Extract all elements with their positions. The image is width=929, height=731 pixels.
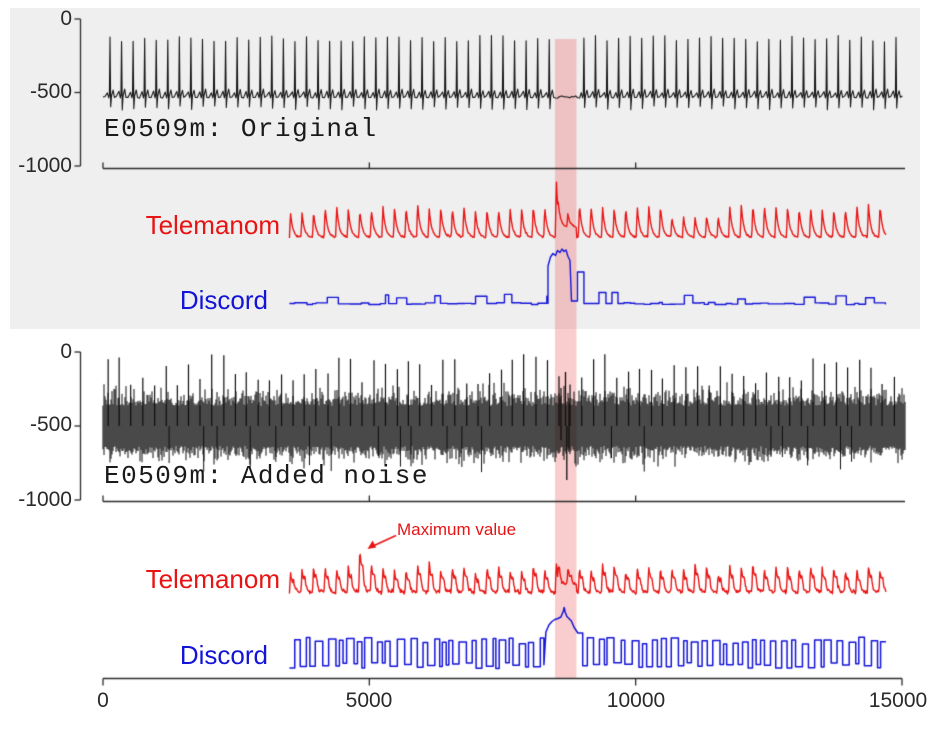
xtick-5000: 5000 — [345, 689, 393, 712]
p2-ytick-0: 0 — [60, 340, 72, 363]
p2-ytick-500: -500 — [29, 413, 72, 436]
p1-ytick-1000: -1000 — [18, 154, 72, 177]
p1-ytick-500: -500 — [29, 80, 72, 103]
panel-title-original: E0509m: Original — [104, 114, 378, 144]
p1-ytick-0: 0 — [60, 7, 72, 30]
xtick-0: 0 — [97, 689, 109, 712]
p2-ytick-1000: -1000 — [18, 488, 72, 511]
xtick-10000: 10000 — [606, 689, 666, 712]
p1-discord-label: Discord — [179, 285, 268, 315]
p2-telemanom-label: Telemanom — [145, 564, 280, 594]
panel-title-added-noise: E0509m: Added noise — [104, 461, 429, 491]
xtick-15000: 15000 — [868, 689, 928, 712]
maximum-value-annotation: Maximum value — [397, 520, 517, 539]
p1-telemanom-label: Telemanom — [145, 210, 280, 240]
p2-discord-label: Discord — [179, 640, 268, 670]
